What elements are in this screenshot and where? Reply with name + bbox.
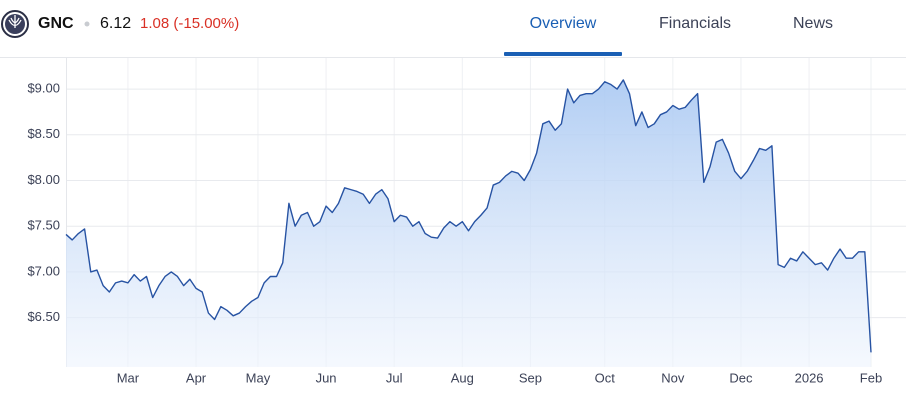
price-line bbox=[65, 79, 872, 353]
y-tick-label: $8.00 bbox=[27, 172, 60, 187]
ticker: GNC bbox=[38, 15, 74, 32]
header: GNC 6.12 1.08 (-15.00%) Overview Financi… bbox=[0, 0, 906, 58]
tab[interactable]: Overview bbox=[530, 15, 597, 32]
x-tick-label: Jun bbox=[316, 370, 337, 385]
x-tick-label: 2026 bbox=[795, 370, 824, 385]
price: 6.12 bbox=[100, 15, 131, 32]
y-tick-label: $8.50 bbox=[27, 126, 60, 141]
x-tick-label: Oct bbox=[595, 370, 616, 385]
x-tick-label: Feb bbox=[860, 370, 882, 385]
x-tick-label: Sep bbox=[519, 370, 542, 385]
x-tick-label: Dec bbox=[729, 370, 753, 385]
header-bg bbox=[0, 0, 906, 57]
tab[interactable]: News bbox=[793, 15, 833, 32]
x-tick-label: Apr bbox=[186, 370, 207, 385]
y-tick-label: $6.50 bbox=[27, 309, 60, 324]
y-tick-label: $9.00 bbox=[27, 81, 60, 96]
tab[interactable]: Financials bbox=[659, 15, 731, 32]
chart: Mar Apr May Jun Jul Aug Sep Oct Nov Dec 2026 Feb $6.… bbox=[27, 58, 906, 385]
active-tab-indicator bbox=[504, 52, 622, 56]
x-tick-label: May bbox=[246, 370, 271, 385]
x-tick-label: Aug bbox=[451, 370, 474, 385]
price-change: 1.08 (-15.00%) bbox=[140, 15, 239, 32]
area-fill bbox=[66, 79, 871, 367]
logo bbox=[1, 10, 29, 38]
separator-dot bbox=[84, 21, 90, 27]
x-tick-label: Mar bbox=[117, 370, 140, 385]
x-tick-label: Nov bbox=[661, 370, 685, 385]
y-tick-label: $7.00 bbox=[27, 263, 60, 278]
y-tick-label: $7.50 bbox=[27, 218, 60, 233]
x-tick-label: Jul bbox=[386, 370, 403, 385]
